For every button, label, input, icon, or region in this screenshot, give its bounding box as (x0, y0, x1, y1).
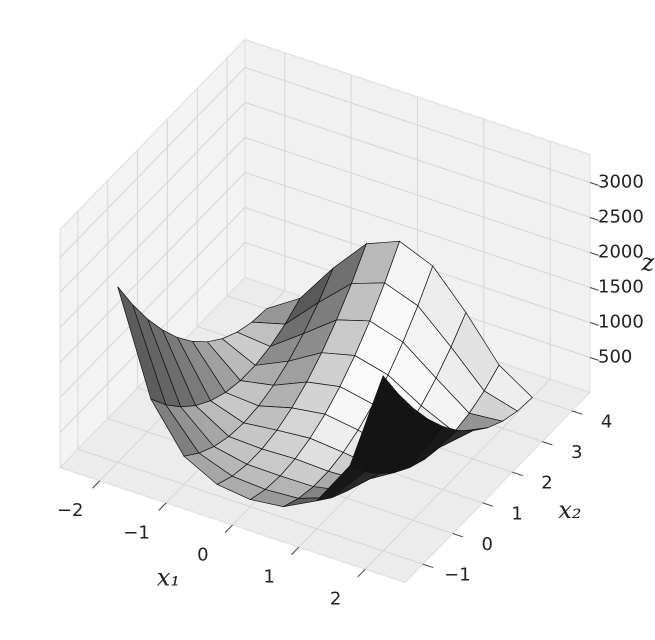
x-tick-label: −2 (57, 500, 84, 521)
y-tick-label: 0 (482, 534, 493, 555)
tick-mark (452, 532, 464, 538)
x-tick-label: 1 (264, 567, 275, 588)
z-tick-label: 500 (598, 347, 632, 368)
x-axis-label: x₁ (157, 564, 180, 592)
grid-line (77, 211, 424, 565)
x-tick-label: 0 (197, 544, 208, 565)
x-tick-label: −1 (123, 522, 150, 543)
grid-line (59, 136, 591, 328)
tick-mark (291, 546, 300, 556)
grid-line (59, 66, 591, 258)
tick-mark (357, 568, 366, 578)
tick-mark (589, 322, 599, 326)
grid-line (59, 101, 591, 293)
grid-line (364, 141, 551, 570)
z-tick-label: 2000 (598, 242, 644, 263)
tick-mark (512, 471, 523, 477)
tick-mark (589, 252, 599, 256)
tick-mark (224, 524, 233, 533)
z-tick-label: 3000 (598, 172, 644, 193)
z-tick-label: 1500 (598, 277, 644, 298)
x-tick-label: 2 (330, 589, 341, 610)
grid-line (59, 206, 591, 398)
tick-mark (589, 217, 599, 221)
tick-mark (158, 502, 167, 511)
z-tick-label: 1000 (598, 312, 644, 333)
tick-mark (542, 441, 553, 446)
z-tick-label: 2500 (598, 207, 644, 228)
grid-line (59, 241, 591, 433)
y-tick-label: 4 (601, 411, 612, 432)
tick-mark (482, 502, 494, 507)
y-tick-label: 3 (571, 442, 582, 463)
y-tick-label: −1 (444, 565, 471, 586)
tick-mark (589, 182, 599, 186)
y-tick-label: 2 (541, 473, 552, 494)
y-axis-label: x₂ (558, 496, 581, 524)
tick-mark (589, 357, 599, 361)
tick-mark (571, 410, 583, 415)
tick-mark (92, 480, 101, 489)
surface-facet (349, 375, 399, 472)
tick-mark (589, 287, 599, 291)
z-axis-label: z (641, 248, 655, 276)
y-tick-label: 1 (511, 503, 522, 524)
tick-mark (422, 563, 434, 569)
